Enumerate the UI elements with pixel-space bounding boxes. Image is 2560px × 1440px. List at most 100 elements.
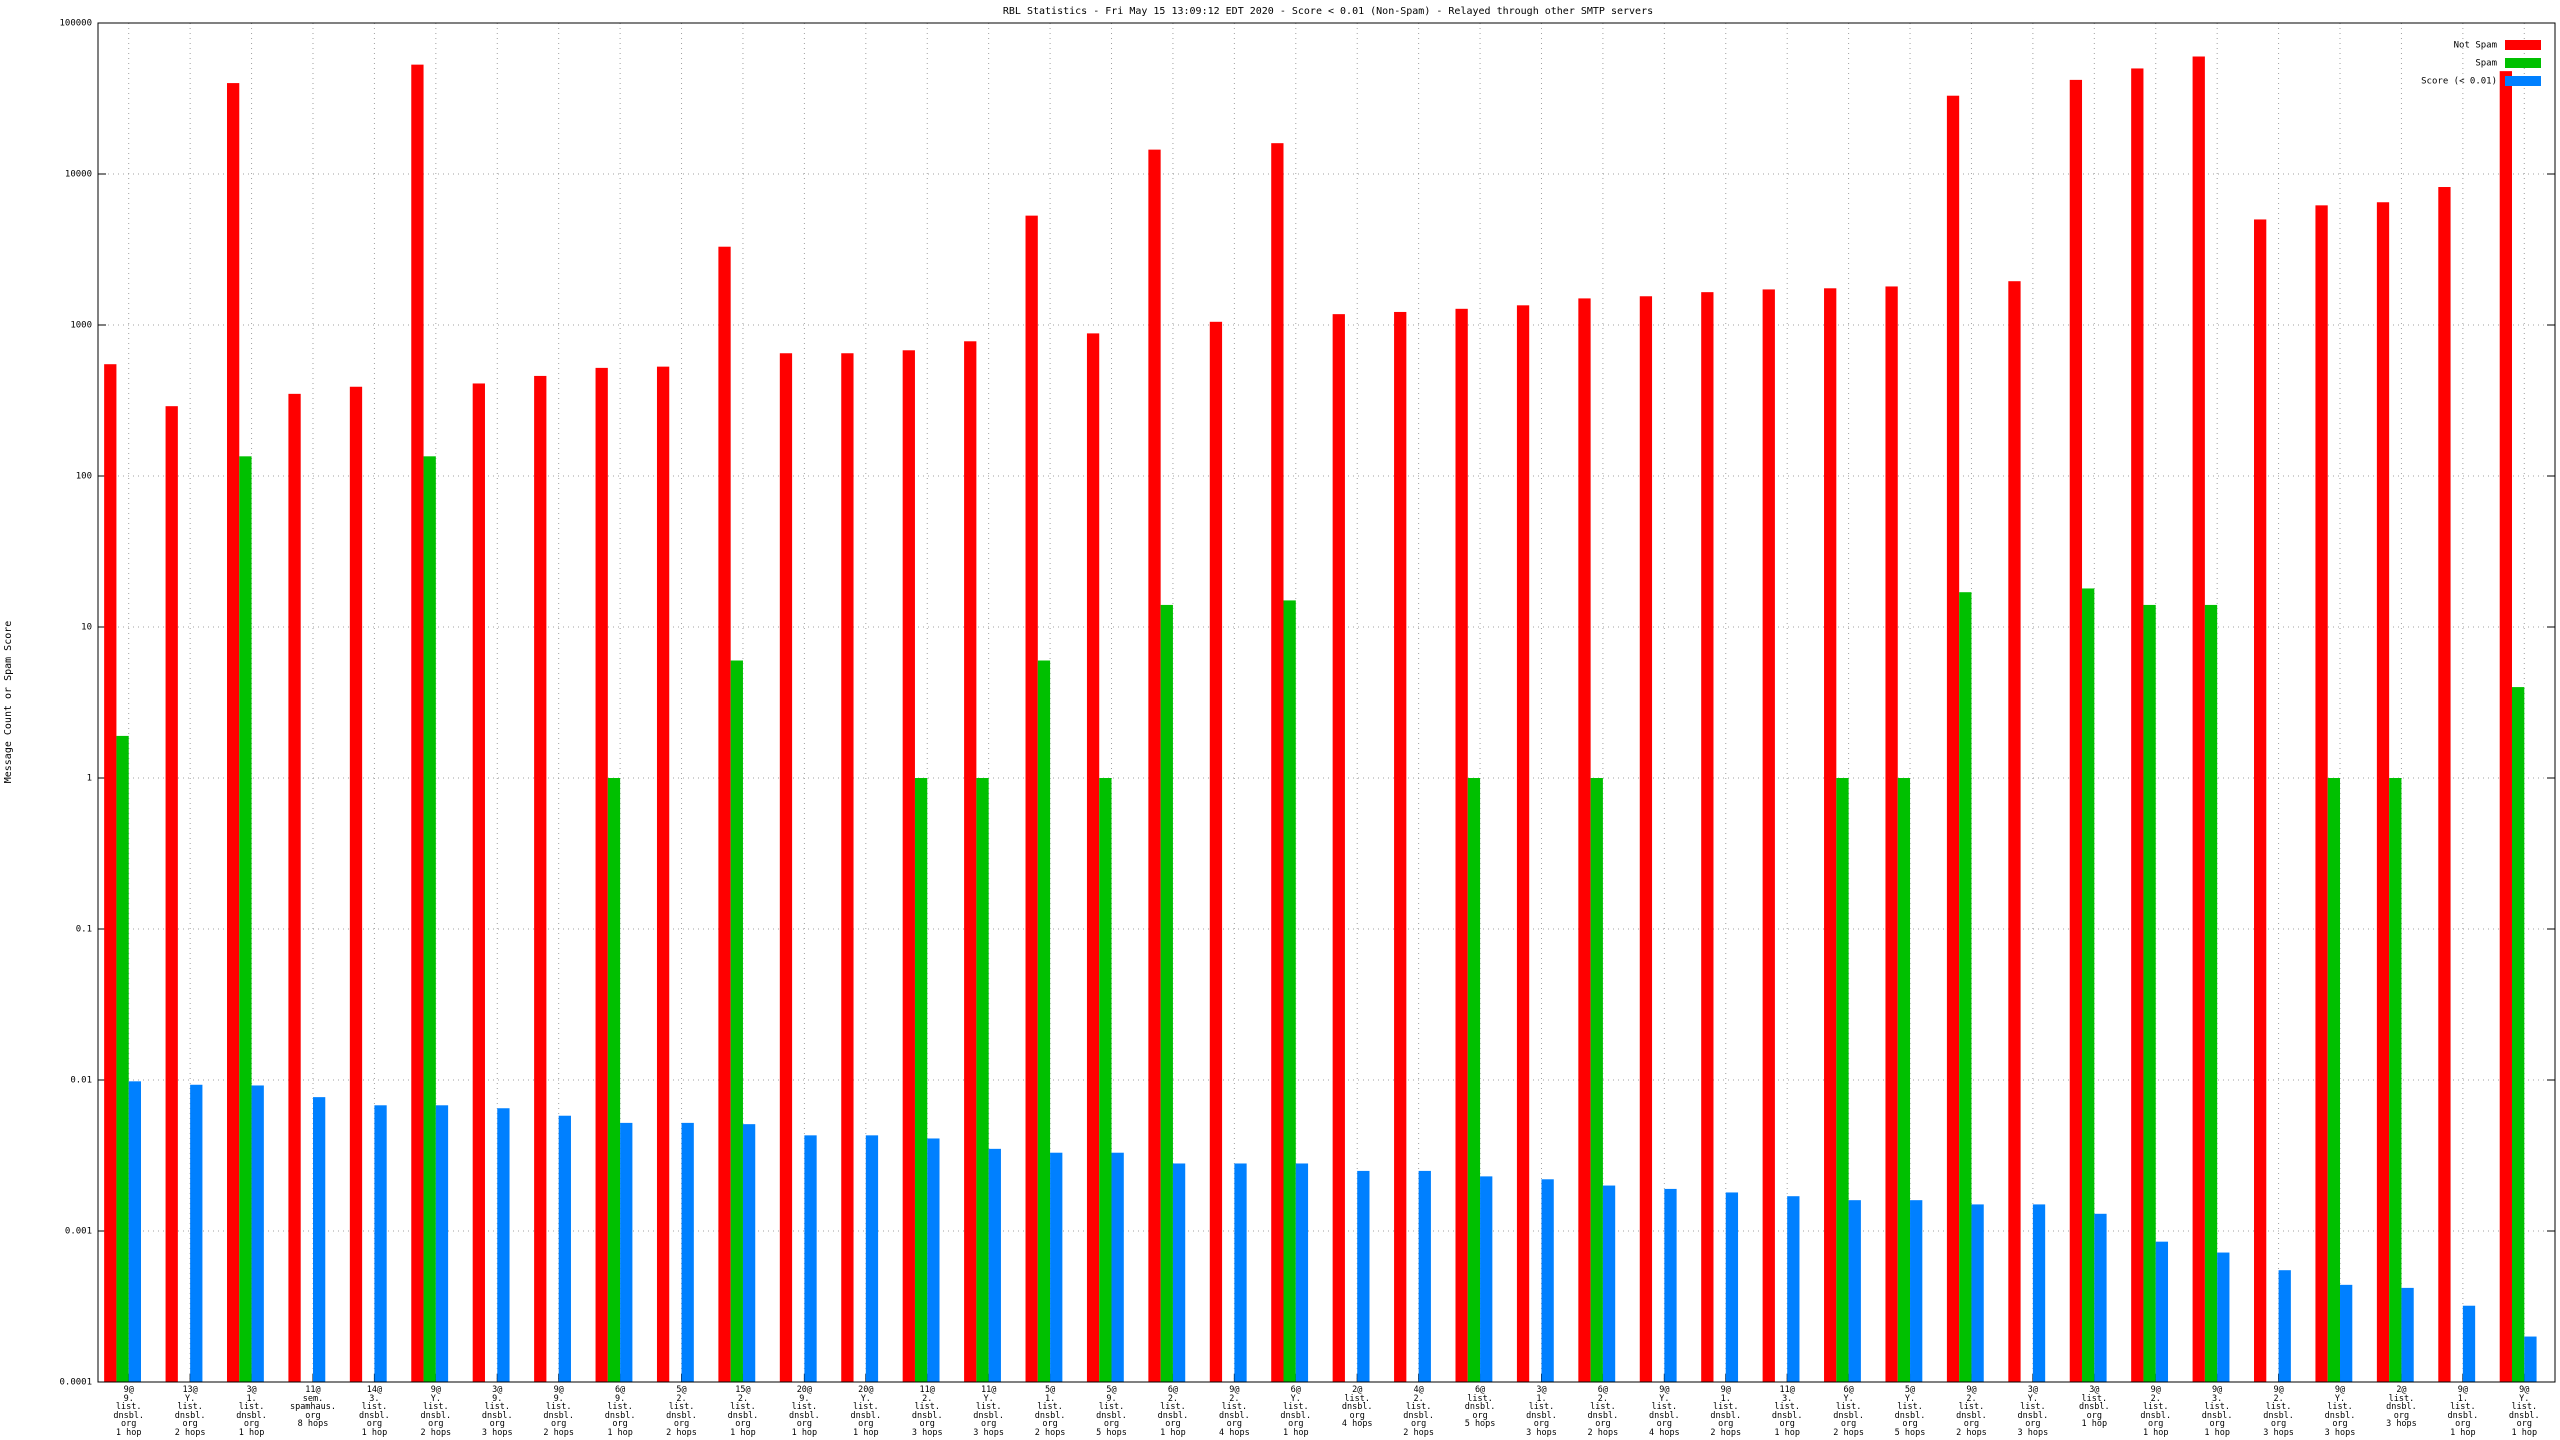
x-tick-label: 5@ 9. list. dnsbl. org 5 hops xyxy=(1096,1385,1127,1438)
bar xyxy=(2438,187,2451,1382)
bar xyxy=(1541,1179,1554,1382)
bar xyxy=(2462,1305,2476,1382)
x-tick-label: 3@ 9. list. dnsbl. org 3 hops xyxy=(481,1385,513,1438)
x-tick-label: 3@ Y. list. dnsbl. org 3 hops xyxy=(2017,1385,2049,1438)
y-axis-label: Message Count or Spam Score xyxy=(3,621,14,784)
bar xyxy=(472,383,485,1383)
x-tick-label: 2@ list. dnsbl. org 3 hops xyxy=(2386,1385,2417,1430)
bar xyxy=(1160,604,1173,1382)
x-tick-label: 9@ 2. list. dnsbl. org 2 hops xyxy=(1956,1385,1987,1438)
x-tick-label: 2@ list. dnsbl. org 4 hops xyxy=(1341,1385,1373,1430)
bar xyxy=(681,1122,694,1382)
bar xyxy=(1516,305,1530,1383)
legend-swatch xyxy=(2505,76,2541,86)
bar xyxy=(349,386,363,1382)
bar xyxy=(1283,600,1296,1382)
bar xyxy=(1639,296,1653,1383)
bar xyxy=(239,456,252,1383)
x-tick-label: 5@ 2. list. dnsbl. org 2 hops xyxy=(666,1385,697,1438)
bar xyxy=(1050,1152,1063,1382)
y-tick-label: 1000 xyxy=(70,321,92,331)
legend-label: Spam xyxy=(2475,59,2497,69)
bar xyxy=(2192,56,2205,1383)
x-tick-label: 15@ 2. list. dnsbl. org 1 hop xyxy=(727,1385,759,1438)
x-tick-label: 5@ 1. list. dnsbl. org 2 hops xyxy=(1034,1385,1066,1438)
bar xyxy=(902,350,915,1383)
bar xyxy=(1209,321,1223,1382)
bar xyxy=(2315,205,2328,1382)
bar xyxy=(2499,71,2513,1383)
y-tick-label: 100 xyxy=(76,472,92,482)
x-tick-label: 3@ 1. list. dnsbl. org 1 hop xyxy=(236,1385,267,1438)
bar xyxy=(2327,778,2341,1382)
bar xyxy=(976,778,989,1382)
bar xyxy=(927,1138,940,1382)
bar xyxy=(116,735,129,1382)
bar xyxy=(1897,778,1911,1382)
bar xyxy=(2217,1252,2230,1382)
bar xyxy=(2278,1270,2291,1382)
bar xyxy=(1025,215,1038,1383)
bar xyxy=(2032,1204,2046,1382)
bar xyxy=(411,64,424,1382)
bar xyxy=(2401,1287,2414,1382)
bar xyxy=(964,341,977,1382)
legend-label: Score (< 0.01) xyxy=(2421,77,2497,87)
bar xyxy=(914,778,928,1382)
x-tick-label: 6@ Y. list. dnsbl. org 2 hops xyxy=(1833,1385,1864,1438)
bar xyxy=(423,456,436,1383)
bar xyxy=(595,367,608,1382)
bar xyxy=(1099,778,1112,1382)
bar xyxy=(1394,311,1407,1382)
x-tick-label: 6@ 2. list. dnsbl. org 2 hops xyxy=(1587,1385,1619,1438)
x-tick-label: 14@ 3. list. dnsbl. org 1 hop xyxy=(359,1385,390,1438)
bar xyxy=(718,246,731,1383)
bar xyxy=(251,1085,264,1382)
bar xyxy=(2389,778,2402,1382)
bar xyxy=(1357,1170,1370,1382)
bar xyxy=(1946,95,1960,1383)
x-tick-label: 9@ Y. list. dnsbl. org 2 hops xyxy=(420,1385,452,1438)
x-tick-label: 20@ Y. list. dnsbl. org 1 hop xyxy=(850,1385,882,1438)
bar xyxy=(1480,1176,1493,1382)
bar xyxy=(1836,778,1849,1382)
bar xyxy=(804,1135,817,1382)
bar xyxy=(620,1122,633,1382)
bar xyxy=(865,1135,879,1382)
bar xyxy=(1590,778,1603,1382)
x-tick-label: 20@ 9. list. dnsbl. org 1 hop xyxy=(789,1385,820,1438)
x-tick-label: 9@ 1. list. dnsbl. org 2 hops xyxy=(1710,1385,1742,1438)
bar xyxy=(1762,289,1775,1383)
bar xyxy=(988,1148,1001,1382)
bar xyxy=(190,1084,203,1382)
y-tick-label: 0.01 xyxy=(70,1076,92,1086)
x-tick-label: 11@ Y. list. dnsbl. org 3 hops xyxy=(973,1385,1005,1438)
y-tick-label: 1 xyxy=(87,774,92,784)
bar xyxy=(104,364,117,1383)
bar xyxy=(2131,68,2144,1382)
bar xyxy=(1971,1204,1984,1382)
bar xyxy=(312,1097,326,1382)
bar xyxy=(128,1081,141,1382)
bar xyxy=(1725,1192,1739,1382)
bar xyxy=(1148,149,1161,1383)
x-tick-label: 11@ sem. spamhaus. org 8 hops xyxy=(289,1385,337,1430)
bar xyxy=(374,1105,387,1382)
bar xyxy=(1455,308,1468,1382)
x-tick-label: 9@ 9. list. dnsbl. org 1 hop xyxy=(113,1385,145,1438)
bar xyxy=(656,366,670,1382)
bar xyxy=(2524,1336,2537,1382)
bar xyxy=(1271,143,1284,1383)
y-tick-label: 0.001 xyxy=(65,1227,92,1237)
y-tick-label: 0.1 xyxy=(76,925,92,935)
x-tick-label: 9@ 1. list. dnsbl. org 1 hop xyxy=(2447,1385,2479,1438)
bar xyxy=(2094,1213,2107,1382)
bar xyxy=(288,393,301,1383)
x-tick-label: 9@ Y. list. dnsbl. org 4 hops xyxy=(1648,1385,1680,1438)
x-tick-label: 9@ 2. list. dnsbl. org 3 hops xyxy=(2263,1385,2294,1438)
legend-swatch xyxy=(2505,40,2541,50)
bar xyxy=(1111,1152,1124,1382)
bar xyxy=(1701,292,1714,1382)
